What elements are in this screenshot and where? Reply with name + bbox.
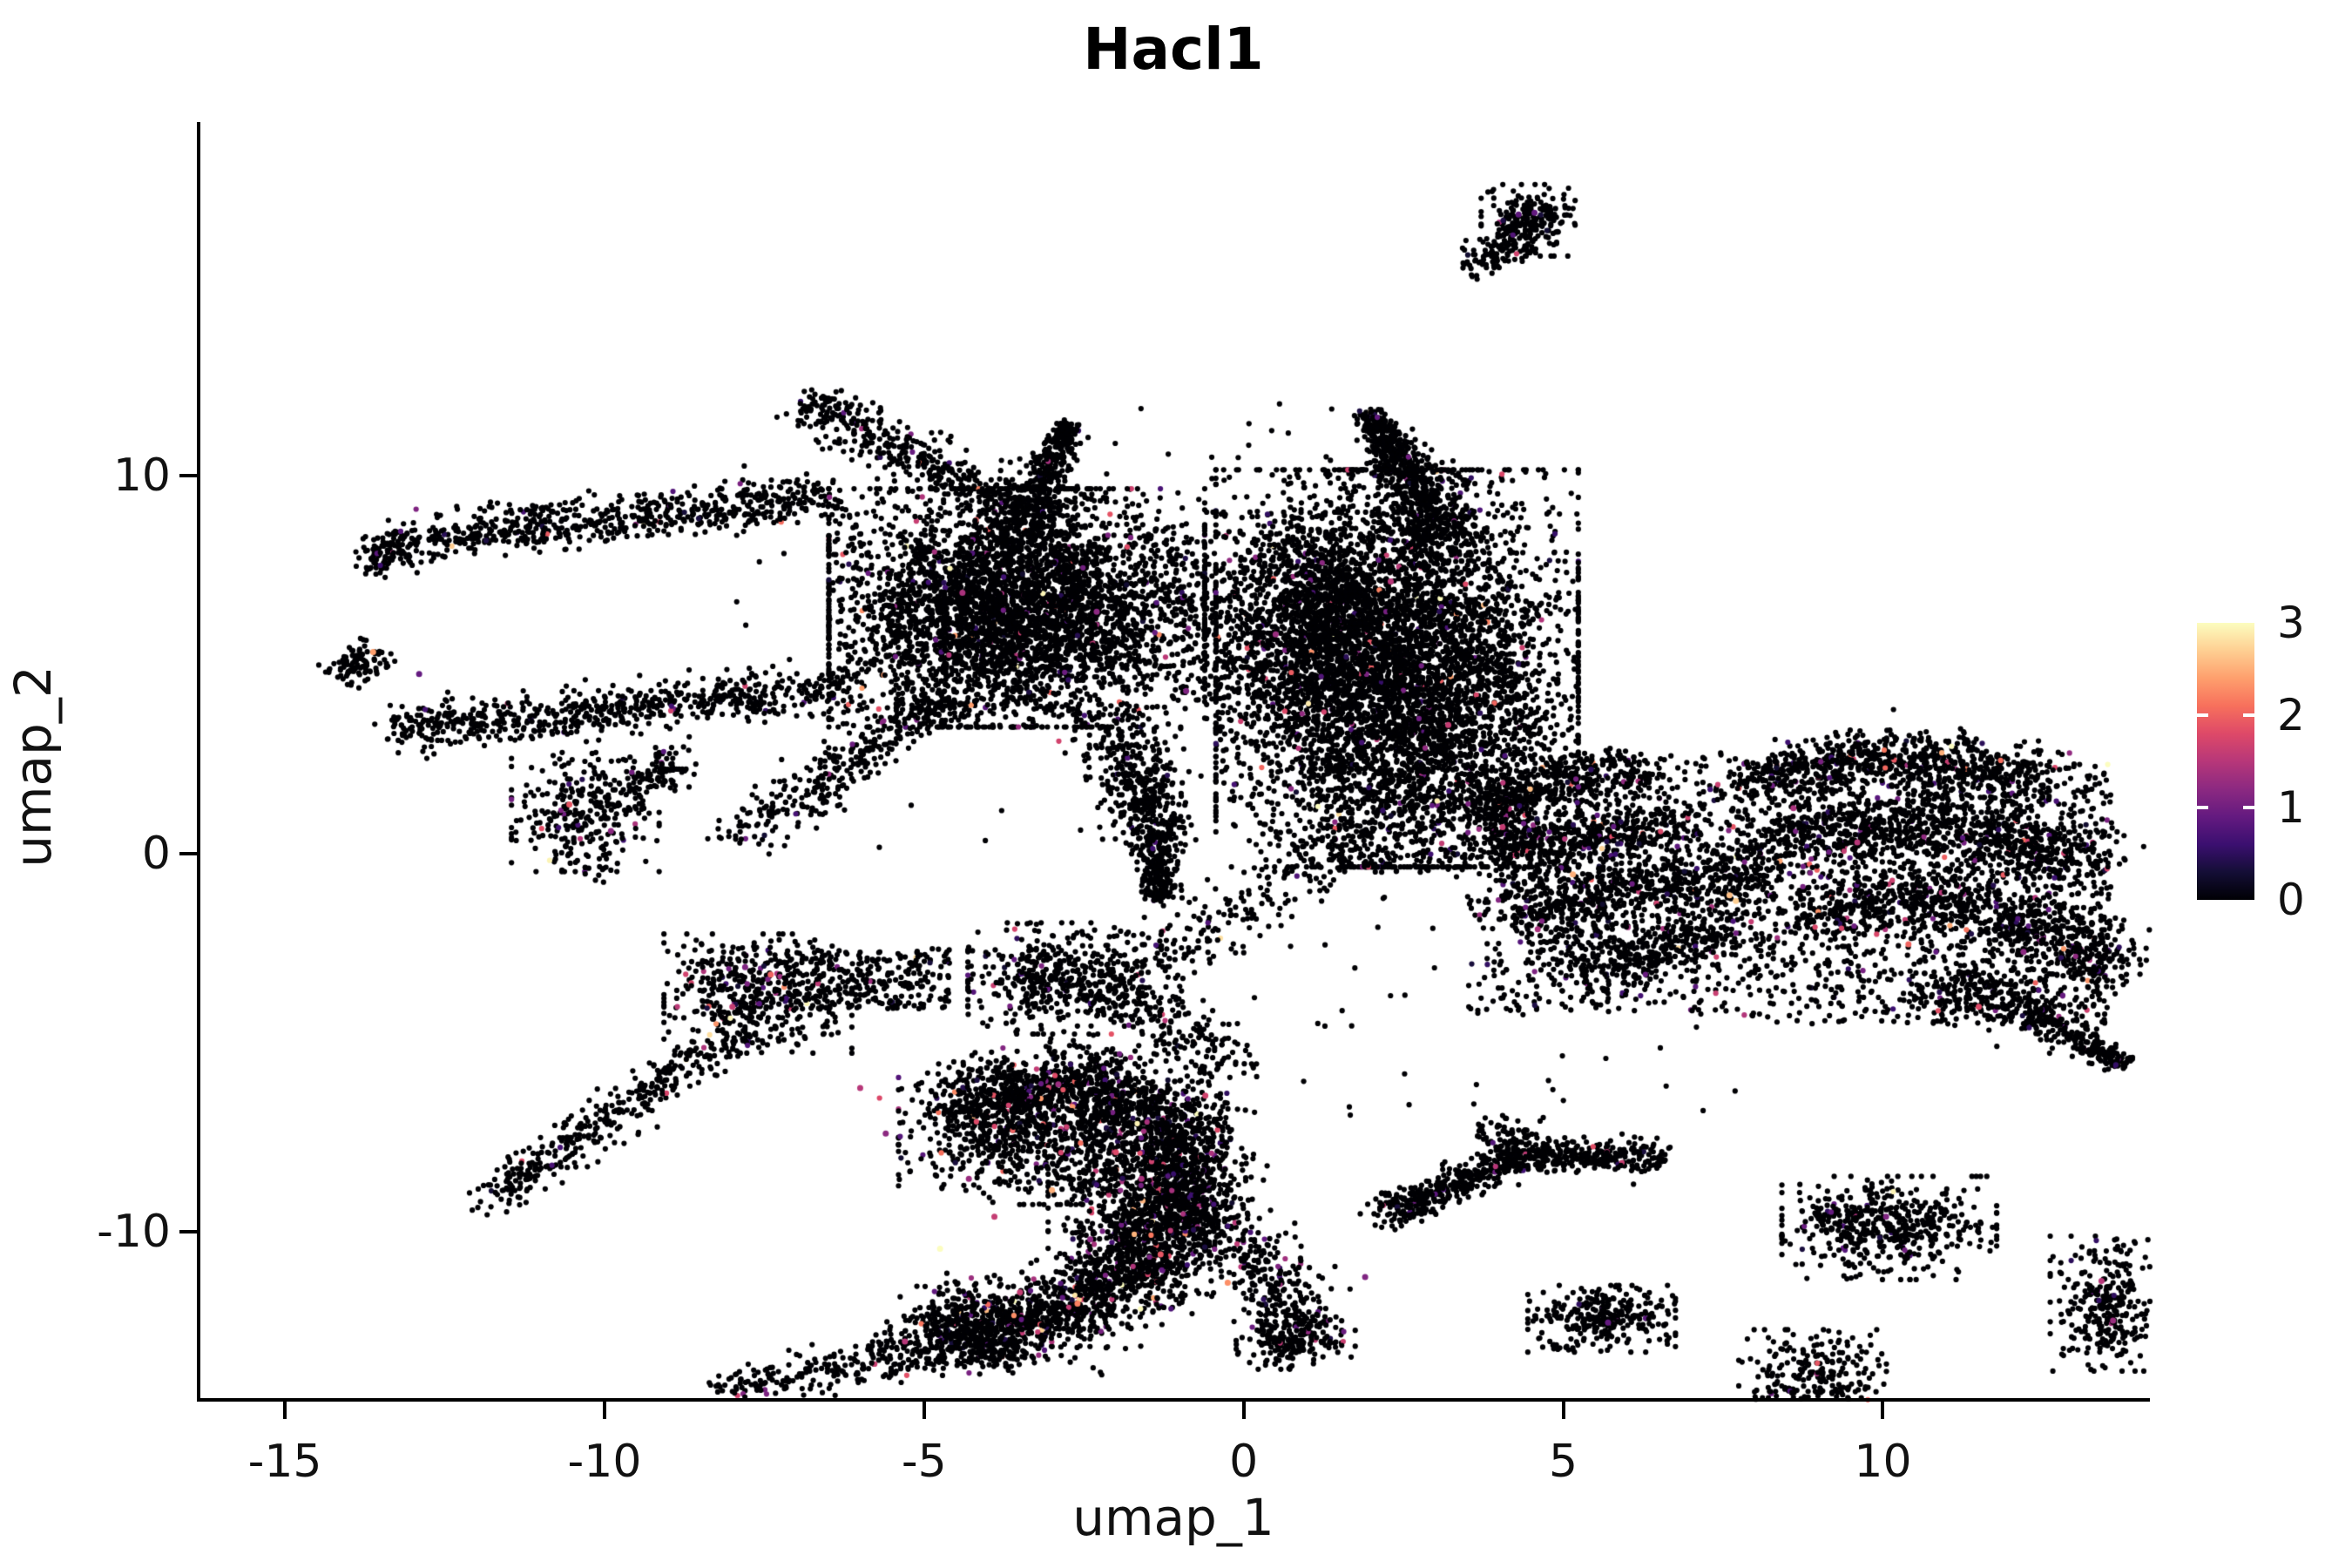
colorbar-tick-label: 1 [2277, 782, 2305, 833]
y-tick-mark [179, 1230, 197, 1233]
colorbar-tick-notch [2243, 713, 2254, 717]
x-tick-label: -10 [567, 1436, 642, 1488]
x-axis-line [197, 1398, 2150, 1402]
y-tick-mark [179, 851, 197, 855]
y-tick-label: 0 [141, 827, 171, 880]
x-tick-label: -5 [901, 1436, 947, 1488]
x-tick-mark [1241, 1402, 1246, 1419]
x-tick-label: 5 [1549, 1436, 1578, 1488]
x-axis-label: umap_1 [1072, 1488, 1274, 1547]
x-tick-label: 10 [1854, 1436, 1912, 1488]
colorbar-tick-notch [2197, 713, 2208, 717]
x-tick-mark [1881, 1402, 1885, 1419]
y-axis-line [197, 122, 200, 1402]
x-tick-mark [922, 1402, 926, 1419]
expression-colorbar [2197, 623, 2254, 900]
colorbar-tick-label: 3 [2277, 598, 2305, 648]
x-tick-mark [602, 1402, 606, 1419]
colorbar-tick-label: 2 [2277, 690, 2305, 740]
plot-title: Hacl1 [1083, 16, 1264, 83]
colorbar-tick-label: 0 [2277, 875, 2305, 925]
y-tick-label: 10 [112, 449, 171, 502]
x-tick-label: -15 [247, 1436, 322, 1488]
x-tick-label: 0 [1229, 1436, 1259, 1488]
colorbar-tick-notch [2197, 806, 2208, 809]
x-tick-mark [1561, 1402, 1565, 1419]
x-tick-mark [283, 1402, 287, 1419]
y-axis-label: umap_2 [3, 666, 63, 868]
colorbar-tick-notch [2243, 806, 2254, 809]
y-tick-mark [179, 473, 197, 477]
y-tick-label: -10 [97, 1206, 171, 1258]
